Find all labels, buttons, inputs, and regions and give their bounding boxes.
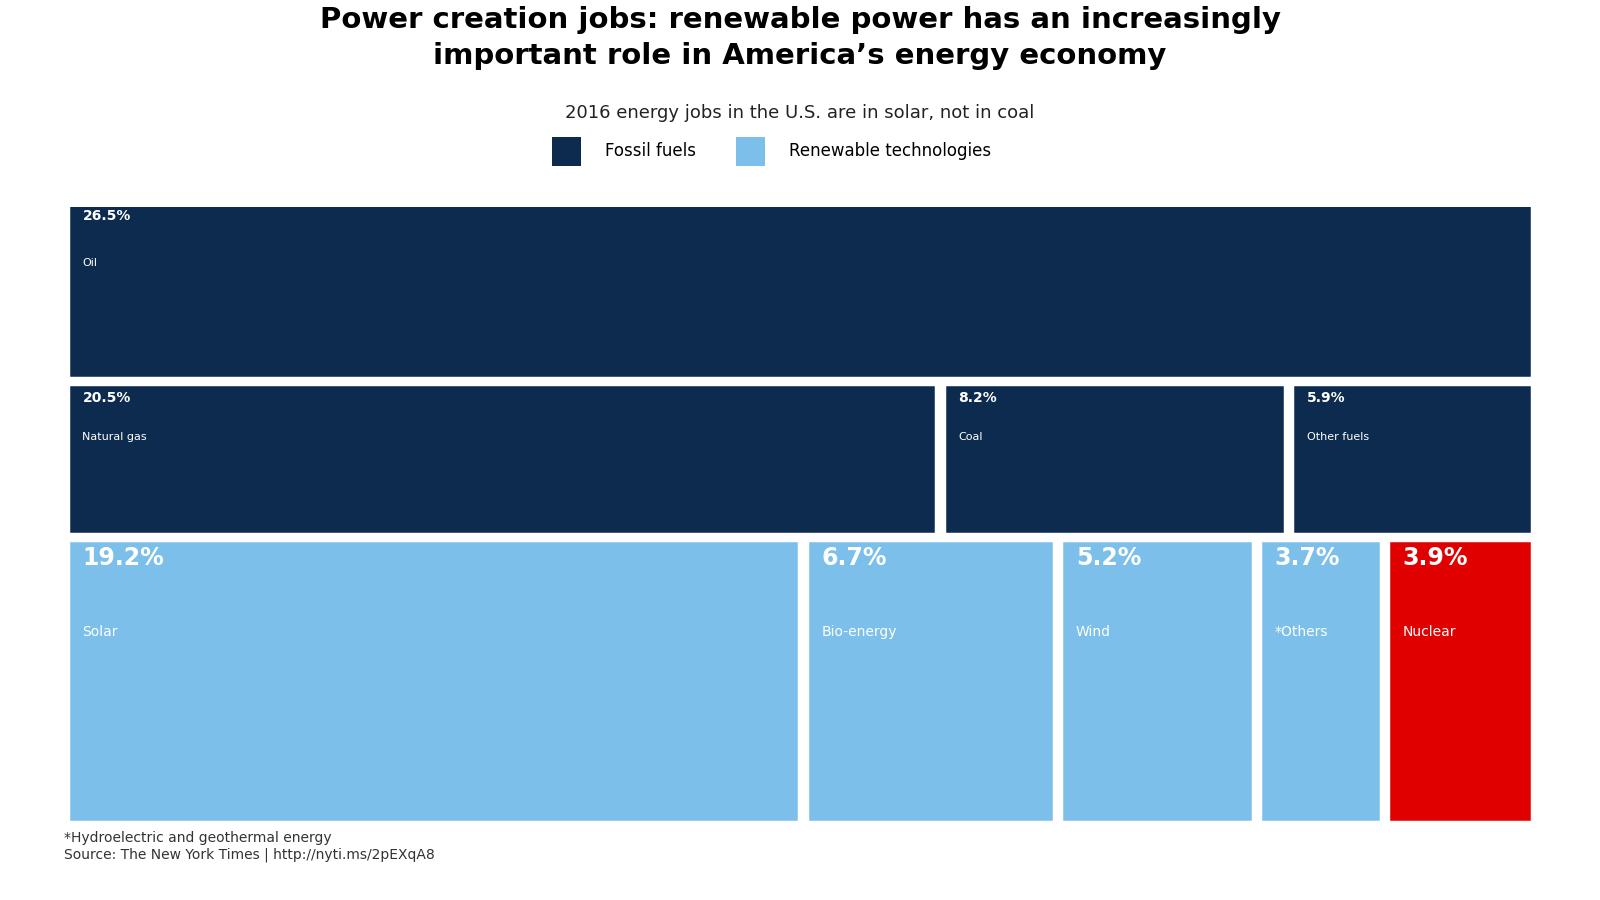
Bar — [552, 137, 581, 166]
FancyBboxPatch shape — [944, 384, 1285, 534]
Text: 19.2%: 19.2% — [83, 546, 165, 571]
Text: 3.7%: 3.7% — [1275, 546, 1341, 571]
Text: Natural gas: Natural gas — [83, 432, 147, 443]
Text: 26.5%: 26.5% — [83, 209, 131, 222]
Text: 6.7%: 6.7% — [821, 546, 886, 571]
Text: 5.9%: 5.9% — [1307, 391, 1346, 405]
FancyBboxPatch shape — [67, 384, 936, 534]
FancyBboxPatch shape — [1261, 540, 1381, 822]
Text: 3.9%: 3.9% — [1403, 546, 1469, 571]
Text: 5.2%: 5.2% — [1075, 546, 1141, 571]
FancyBboxPatch shape — [1061, 540, 1253, 822]
FancyBboxPatch shape — [1389, 540, 1533, 822]
Text: Nuclear: Nuclear — [1403, 626, 1456, 639]
Text: 2016 energy jobs in the U.S. are in solar, not in coal: 2016 energy jobs in the U.S. are in sola… — [565, 104, 1035, 122]
FancyBboxPatch shape — [67, 202, 1533, 378]
Text: Renewable technologies: Renewable technologies — [789, 142, 990, 160]
Text: Other fuels: Other fuels — [1307, 432, 1370, 443]
Text: *Others: *Others — [1275, 626, 1328, 639]
Text: 8.2%: 8.2% — [958, 391, 997, 405]
FancyBboxPatch shape — [67, 540, 800, 822]
Text: Wind: Wind — [1075, 626, 1110, 639]
Text: Oil: Oil — [83, 257, 98, 268]
Text: 20.5%: 20.5% — [83, 391, 131, 405]
Text: Solar: Solar — [83, 626, 118, 639]
Text: Fossil fuels: Fossil fuels — [605, 142, 696, 160]
FancyBboxPatch shape — [1293, 384, 1533, 534]
Text: *Hydroelectric and geothermal energy
Source: The New York Times | http://nyti.ms: *Hydroelectric and geothermal energy Sou… — [64, 832, 435, 862]
Text: Coal: Coal — [958, 432, 982, 443]
Bar — [736, 137, 765, 166]
Text: Bio-energy: Bio-energy — [821, 626, 898, 639]
FancyBboxPatch shape — [806, 540, 1054, 822]
Text: Power creation jobs: renewable power has an increasingly
important role in Ameri: Power creation jobs: renewable power has… — [320, 6, 1280, 70]
